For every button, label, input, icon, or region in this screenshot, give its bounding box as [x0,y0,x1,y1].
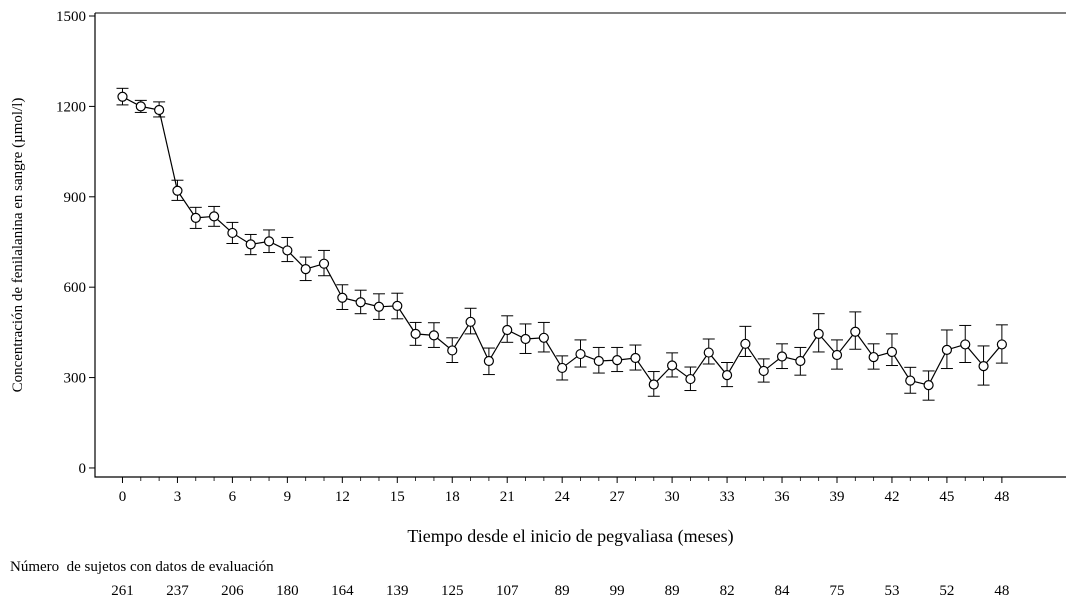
data-point [795,355,806,367]
subjects-count: 84 [775,583,791,599]
x-tick-label: 3 [174,489,182,505]
data-point [868,351,879,363]
x-tick-label: 48 [994,489,1009,505]
x-tick-label: 9 [284,489,292,505]
subjects-count: 180 [276,583,299,599]
data-point [172,185,183,196]
subjects-count: 48 [994,583,1009,599]
subjects-count: 237 [166,583,189,599]
subjects-count: 82 [720,583,735,599]
y-axis-title: Concentración de fenilalanina en sangre … [10,98,26,393]
subjects-count: 125 [441,583,464,599]
data-point [740,338,751,349]
data-point [410,328,421,339]
x-axis-title: Tiempo desde el inicio de pegvaliasa (me… [407,526,733,547]
x-tick-label: 30 [665,489,680,505]
data-point [667,360,678,371]
data-point [630,352,641,364]
data-point [520,333,531,345]
subjects-count: 261 [111,583,134,599]
data-point [135,101,146,112]
x-tick-label: 0 [119,489,127,505]
data-point [905,375,916,386]
y-axis: 0 300 600 900 1200 1500 [56,9,95,477]
plot-frame [94,12,1066,478]
data-point [245,239,256,250]
data-point [703,347,714,358]
data-point [813,328,824,339]
data-point [850,326,861,337]
x-tick-label: 33 [720,489,735,505]
x-tick-label: 12 [335,489,350,505]
data-point [502,324,513,336]
x-tick-label: 42 [884,489,899,505]
data-point [190,212,201,223]
x-tick-label: 27 [610,489,626,505]
data-point [612,354,623,366]
data-point [447,345,458,356]
data-point [282,245,293,256]
data-points [117,91,1007,391]
subjects-count: 99 [610,583,625,599]
subjects-count-title: Número de sujetos con datos de evaluació… [10,559,274,575]
data-point [227,227,238,239]
subjects-count: 206 [221,583,244,599]
data-point [557,362,568,374]
subjects-count: 75 [829,583,844,599]
data-point [465,316,476,327]
data-point [263,236,275,247]
x-axis: 0 3 6 9 12 15 18 21 24 27 30 33 36 39 42 45 48 [119,477,1009,505]
data-point [831,349,843,361]
data-point [758,365,769,377]
data-point [721,370,733,381]
subjects-count: 164 [331,583,354,599]
data-point [941,344,953,355]
subjects-count: 107 [496,583,519,599]
data-point [318,258,330,269]
data-point [685,373,696,385]
subjects-count: 52 [939,583,954,599]
data-point [886,346,898,358]
plot-axes-lines [94,13,1066,478]
y-tick-label: 0 [79,461,87,477]
x-tick-label: 18 [445,489,460,505]
x-tick-label: 45 [939,489,954,505]
subjects-count: 139 [386,583,409,599]
data-point [978,361,989,372]
data-point [960,339,971,350]
y-tick-label: 600 [64,280,87,296]
x-tick-label: 24 [555,489,571,505]
data-point [208,211,220,222]
x-tick-label: 36 [775,489,791,505]
x-tick-label: 39 [829,489,844,505]
data-point [538,332,549,343]
data-point [392,300,403,311]
data-point [373,301,385,312]
y-tick-label: 1200 [56,99,86,115]
data-point [923,380,934,391]
subjects-count: 53 [884,583,899,599]
data-point [154,104,165,116]
y-tick-label: 300 [64,371,87,387]
subjects-count: 89 [555,583,570,599]
y-tick-label: 1500 [56,9,86,25]
data-point [575,348,586,360]
data-point [428,330,440,341]
data-point [996,339,1007,350]
y-tick-label: 900 [64,190,87,206]
data-point [483,355,494,367]
data-point [776,351,788,362]
x-tick-label: 21 [500,489,515,505]
data-point [117,91,128,102]
subjects-count-row: 261 237 206 180 164 139 125 107 89 99 89 82 84 75 53 52… [111,583,1009,599]
subjects-count: 89 [665,583,680,599]
data-point [648,379,659,390]
data-point [300,264,311,275]
data-point [337,292,348,303]
data-point [593,355,604,367]
x-tick-label: 6 [229,489,237,505]
x-tick-label: 15 [390,489,405,505]
data-point [355,297,366,308]
